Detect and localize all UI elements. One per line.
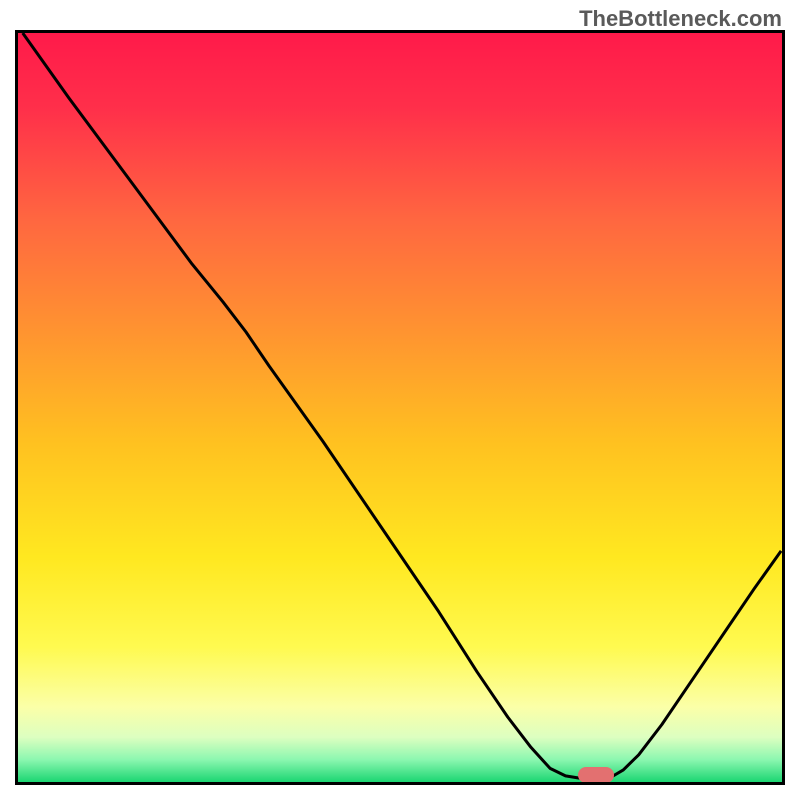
watermark-text: TheBottleneck.com [579, 6, 782, 32]
chart-container [15, 30, 785, 785]
plot-border [15, 30, 785, 785]
